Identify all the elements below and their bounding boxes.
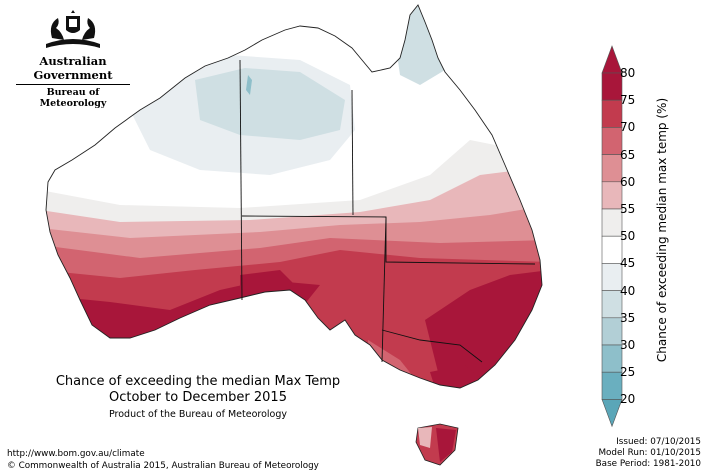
colorbar-tick-label: 60: [620, 174, 636, 189]
colorbar-tick-label: 20: [620, 392, 636, 407]
lake: [246, 75, 252, 95]
colorbar-tick-label: 70: [620, 120, 636, 135]
colorbar-tick-label: 50: [620, 229, 636, 244]
government-title: Australian Government: [33, 54, 113, 82]
footer-copyright: © Commonwealth of Australia 2015, Austra…: [7, 461, 319, 471]
footer-right: Issued: 07/10/2015 Model Run: 01/10/2015…: [596, 437, 701, 470]
probability-shading: [46, 5, 542, 388]
colorbar-title: Chance of exceeding median max temp (%): [655, 80, 669, 380]
caption-product: Product of the Bureau of Meteorology: [108, 409, 288, 420]
tasmania-east-shading: [436, 428, 456, 462]
footer-left: http://www.bom.gov.au/climate © Commonwe…: [7, 448, 319, 472]
coastline: [45, 4, 543, 389]
colorbar-tick-label: 30: [620, 338, 636, 352]
colorbar-tick-label: 65: [620, 147, 636, 162]
footer-url[interactable]: http://www.bom.gov.au/climate: [7, 449, 145, 459]
caption-title: Chance of exceeding the median Max Temp: [55, 374, 341, 389]
colorbar-tick-label: 75: [620, 93, 636, 108]
tasmania-west-shading: [418, 427, 432, 448]
colorbar-tick-label: 35: [620, 310, 636, 325]
issued-date: Issued: 07/10/2015: [616, 437, 701, 447]
base-period: Base Period: 1981-2010: [595, 459, 701, 469]
bom-logo: Australian Government Bureau of Meteorol…: [10, 8, 136, 109]
colorbar-tick-label: 80: [620, 66, 636, 80]
colorbar-tick-label: 25: [620, 365, 636, 380]
model-run-date: Model Run: 01/10/2015: [598, 448, 701, 458]
state-borders: [239, 59, 536, 363]
colorbar-tick-label: 45: [620, 256, 636, 271]
colorbar-title-text: Chance of exceeding median max temp (%): [655, 97, 669, 363]
map-caption: Chance of exceeding the median Max Temp …: [30, 374, 366, 420]
colorbar-tick-label: 55: [620, 202, 636, 216]
bureau-title: Bureau of Meteorology: [16, 84, 130, 109]
colorbar-tick-label: 40: [620, 283, 636, 298]
caption-period: October to December 2015: [109, 390, 287, 405]
coat-of-arms-icon: [46, 10, 100, 48]
